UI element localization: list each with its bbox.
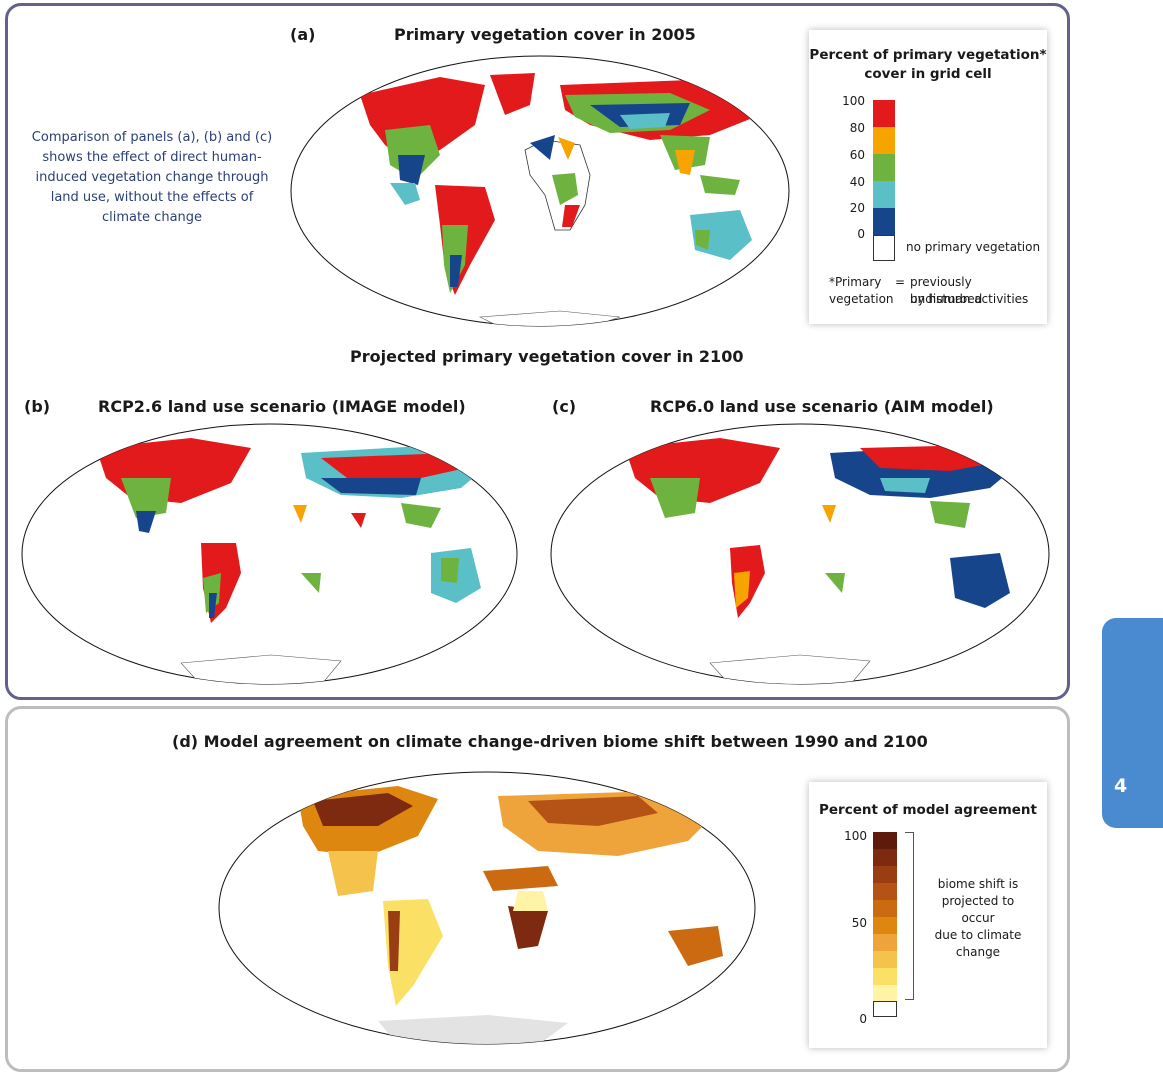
legend-agree-band xyxy=(873,900,897,917)
legend-agree-band xyxy=(873,866,897,883)
legend-agree-tick: 50 xyxy=(851,916,867,930)
panel-bottom-frame xyxy=(5,706,1070,1072)
legend-agree-band xyxy=(873,832,897,849)
legend-veg-swatch-100 xyxy=(873,100,895,127)
legend-veg-tick: 100 xyxy=(842,94,865,108)
map-d-regions xyxy=(298,786,723,1044)
legend-veg-tick: 40 xyxy=(849,175,865,189)
chapter-tab-label: 4 xyxy=(1114,775,1128,797)
panel-d-title: (d) Model agreement on climate change-dr… xyxy=(172,732,928,751)
legend-agree-title: Percent of model agreement xyxy=(819,802,1037,818)
map-d-biome-shift-agreement xyxy=(218,771,756,1045)
chapter-tab[interactable]: 4 xyxy=(1102,618,1163,828)
map-b-rcp26-image xyxy=(21,423,518,685)
panel-top-frame xyxy=(5,3,1070,700)
legend-veg-footnote-def-2: by human activities xyxy=(910,292,1029,306)
legend-veg-tick: 0 xyxy=(857,227,865,241)
legend-veg-footnote-term-1: *Primary xyxy=(829,275,882,289)
legend-veg-title-2: cover in grid cell xyxy=(864,66,992,82)
panel-a-letter: (a) xyxy=(290,25,316,44)
legend-agree-band xyxy=(873,951,897,968)
panel-a-title: Primary vegetation cover in 2005 xyxy=(394,25,696,44)
map-a-vegetation-2005 xyxy=(290,55,790,327)
legend-veg-footnote-eq: = xyxy=(895,275,906,289)
legend-agreement: Percent of model agreement 100 50 0 biom… xyxy=(809,782,1047,1048)
legend-agree-band xyxy=(873,917,897,934)
bracket-text-line: projected to occur xyxy=(941,894,1015,925)
legend-agree-tick: 100 xyxy=(844,829,867,843)
bracket-text-line: due to climate xyxy=(934,928,1022,942)
panel-c-letter: (c) xyxy=(552,397,577,416)
legend-agree-band xyxy=(873,883,897,900)
legend-agree-band xyxy=(873,934,897,951)
panel-a-note: Comparison of panels (a), (b) and (c) sh… xyxy=(31,130,273,225)
legend-agree-bracket xyxy=(905,832,914,1000)
legend-veg-swatch-40 xyxy=(873,181,895,208)
bracket-text-line: change xyxy=(955,945,1001,959)
legend-veg-swatch-80 xyxy=(873,127,895,154)
panel-b-title: RCP2.6 land use scenario (IMAGE model) xyxy=(98,397,466,416)
legend-agree-band xyxy=(873,1001,897,1017)
legend-veg-footnote-def-1: previously undisturbed xyxy=(910,275,983,306)
legend-veg-tick: 80 xyxy=(849,121,865,135)
legend-veg-title-1: Percent of primary vegetation* xyxy=(809,47,1047,63)
projected-title: Projected primary vegetation cover in 21… xyxy=(350,347,744,366)
legend-agree-band xyxy=(873,968,897,985)
legend-agree-tick: 0 xyxy=(859,1012,867,1026)
legend-veg-swatch-60 xyxy=(873,154,895,181)
map-c-regions xyxy=(625,438,1020,684)
legend-vegetation: Percent of primary vegetation* cover in … xyxy=(809,30,1047,324)
legend-agree-bracket-text: biome shift is projected to occur due to… xyxy=(925,876,1031,961)
legend-agree-band xyxy=(873,985,897,1001)
map-c-rcp60-aim xyxy=(550,423,1050,685)
legend-agree-bar xyxy=(873,832,897,1018)
legend-agree-band xyxy=(873,849,897,866)
panel-b-letter: (b) xyxy=(24,397,51,416)
legend-veg-swatch-20 xyxy=(873,208,895,235)
bracket-text-line: biome shift is xyxy=(937,877,1019,891)
legend-veg-tick: 60 xyxy=(849,148,865,162)
legend-veg-tick: 20 xyxy=(849,201,865,215)
panel-c-title: RCP6.0 land use scenario (AIM model) xyxy=(650,397,994,416)
legend-veg-swatch-0 xyxy=(873,235,895,261)
legend-veg-no-veg-label: no primary vegetation xyxy=(906,240,1041,254)
legend-veg-footnote-term-2: vegetation xyxy=(829,292,894,306)
